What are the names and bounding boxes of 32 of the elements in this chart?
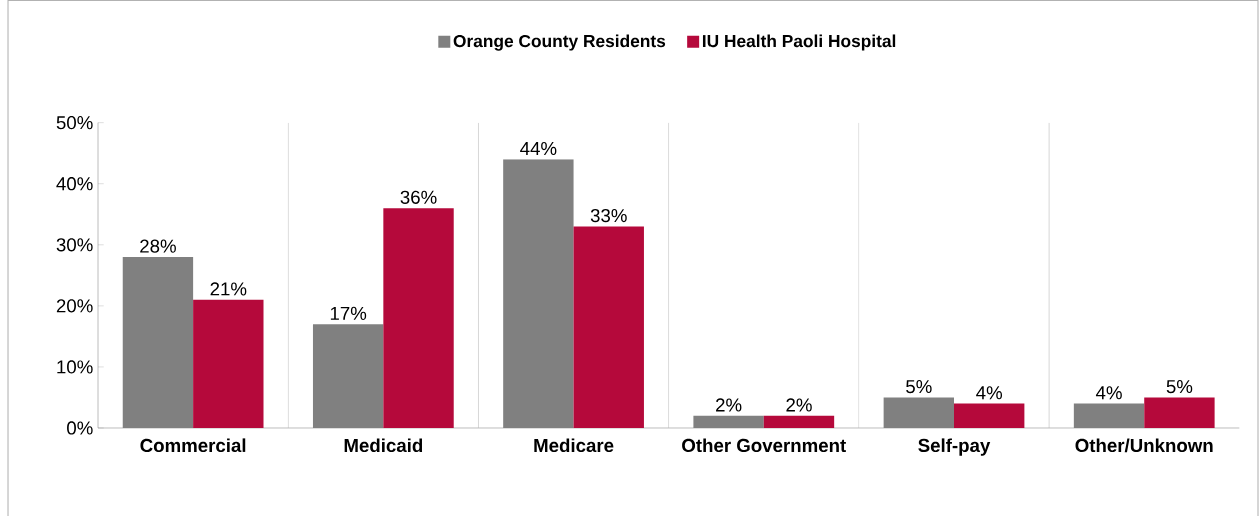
x-tick-label: Commercial [140, 438, 246, 453]
data-label: 28% [140, 239, 176, 253]
x-tick-label: Medicare [534, 438, 614, 453]
bar [383, 208, 454, 428]
data-label: 4% [976, 386, 1003, 400]
data-label: 33% [590, 208, 627, 223]
data-label: 17% [330, 306, 367, 320]
data-label: 2% [786, 398, 812, 412]
bar [763, 415, 835, 428]
y-tick-label: 50% [56, 116, 93, 130]
bar [193, 299, 264, 428]
data-label: 44% [520, 141, 557, 156]
data-label: 2% [716, 398, 742, 412]
legend-label: IU Health Paoli Hospital [702, 34, 896, 51]
y-tick-label: 20% [56, 299, 93, 313]
y-tick-label: 40% [56, 177, 93, 191]
x-tick-label: Medicaid [344, 438, 423, 453]
x-tick-label: Other Government [682, 438, 846, 453]
x-tick-label: Other/Unknown [1075, 438, 1213, 453]
data-label: 36% [400, 190, 437, 204]
data-label: 4% [1095, 386, 1122, 400]
x-tick-label: Self-pay [918, 438, 991, 456]
data-label: 5% [1166, 380, 1193, 394]
bar [1144, 397, 1215, 428]
data-label: 5% [906, 380, 932, 394]
y-tick-label: 0% [67, 421, 93, 435]
bar [573, 226, 644, 428]
y-tick-label: 30% [56, 238, 93, 252]
bar [954, 403, 1025, 428]
data-label: 21% [210, 282, 247, 296]
y-tick-label: 10% [57, 360, 93, 374]
legend-label: Orange County Residents [453, 34, 666, 51]
